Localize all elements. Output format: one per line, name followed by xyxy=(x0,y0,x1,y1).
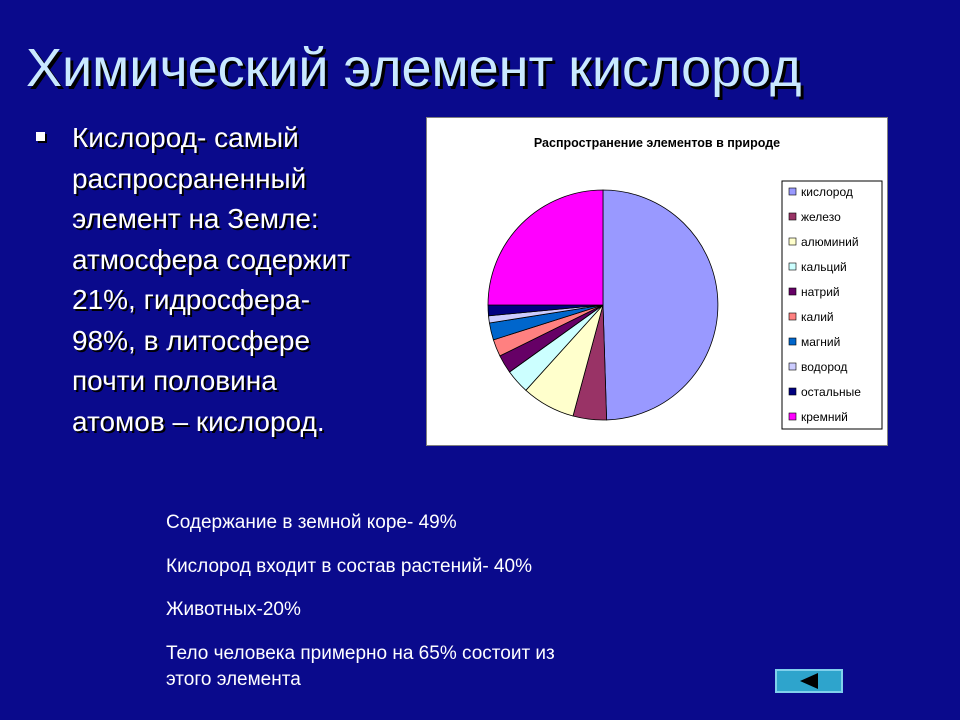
legend-swatch xyxy=(788,362,797,371)
fact-item: Животных-20% xyxy=(166,599,301,620)
back-button[interactable] xyxy=(775,669,843,693)
bullet-text: Кислород- самый распросраненный элемент … xyxy=(72,122,351,437)
legend-label: водород xyxy=(801,360,847,374)
legend-label: кислород xyxy=(801,185,853,199)
legend-label: натрий xyxy=(801,285,840,299)
legend-swatch xyxy=(788,337,797,346)
slide-title: Химический элемент кислород xyxy=(26,38,802,98)
legend-swatch xyxy=(788,312,797,321)
legend-label: железо xyxy=(801,210,841,224)
fact-item: Кислород входит в состав растений- 40% xyxy=(166,556,532,577)
legend-label: калий xyxy=(801,310,834,324)
legend-label: алюминий xyxy=(801,235,859,249)
pie-slice-9 xyxy=(487,189,604,306)
legend-label: остальные xyxy=(801,385,861,399)
bullet-marker-icon xyxy=(36,132,45,141)
legend-swatch xyxy=(788,412,797,421)
legend-swatch xyxy=(788,237,797,246)
legend-swatch xyxy=(788,287,797,296)
legend-swatch xyxy=(788,387,797,396)
chart-legend xyxy=(781,180,883,430)
arrow-left-icon xyxy=(800,673,818,689)
legend-label: магний xyxy=(801,335,840,349)
legend-swatch xyxy=(788,212,797,221)
chart-title: Распространение элементов в природе xyxy=(534,136,780,150)
legend-label: кремний xyxy=(801,410,848,424)
legend-swatch xyxy=(788,262,797,271)
pie-chart: Распространение элементов в природе кисл… xyxy=(426,117,888,446)
fact-item: Содержание в земной коре- 49% xyxy=(166,512,457,533)
pie-slice-0 xyxy=(602,189,719,421)
legend-swatch xyxy=(788,187,797,196)
legend-label: кальций xyxy=(801,260,847,274)
fact-item: Тело человека примерно на 65% состоит из… xyxy=(166,643,555,690)
pie-chart-svg: Распространение элементов в природе кисл… xyxy=(487,136,883,430)
